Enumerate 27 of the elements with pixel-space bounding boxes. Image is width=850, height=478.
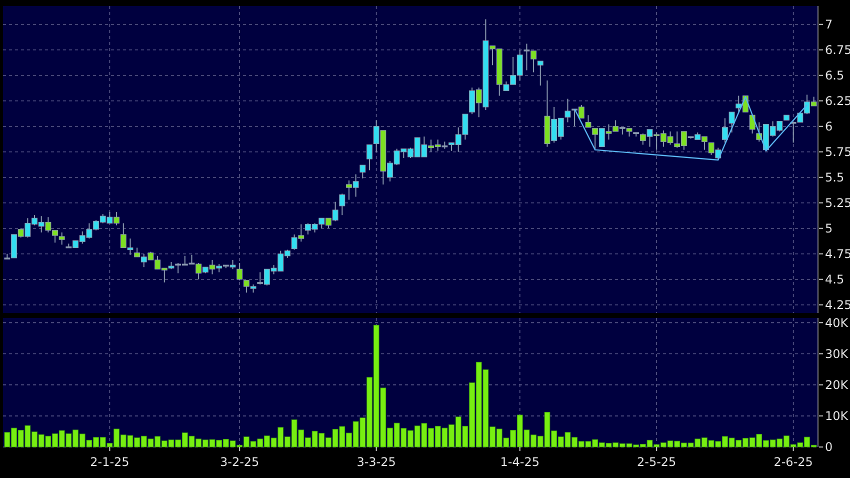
y-tick-label: 4.5 (825, 272, 844, 287)
candlestick (537, 60, 544, 86)
x-tick-label: 2-1-25 (90, 455, 130, 469)
candlestick (564, 98, 571, 123)
y-tick-label: 5 (825, 222, 833, 236)
y-tick-label: 20K (825, 378, 850, 392)
x-tick-label: 2-6-25 (774, 455, 813, 469)
candlestick (366, 144, 372, 171)
x-tick-label: 1-4-25 (500, 455, 540, 469)
candlestick (585, 114, 592, 128)
y-tick-label: 10K (825, 409, 850, 424)
candlestick (236, 262, 243, 281)
y-tick-label: 40K (825, 316, 850, 330)
y-tick-label: 5.5 (825, 170, 844, 185)
candlestick (58, 232, 65, 246)
x-tick-label: 3-2-25 (220, 455, 260, 469)
y-tick-label: 6.5 (825, 68, 844, 83)
candlestick (728, 112, 735, 133)
candlestick (722, 118, 728, 144)
y-tick-label: 6 (825, 120, 833, 134)
candlestick (339, 193, 346, 216)
candlestick (360, 164, 366, 179)
x-tick-label: 2-5-25 (637, 455, 676, 469)
y-tick-label: 30K (825, 346, 850, 361)
y-tick-label: 0 (825, 440, 833, 454)
y-tick-label: 7 (825, 18, 833, 32)
x-tick-label: 3-3-25 (356, 455, 396, 469)
